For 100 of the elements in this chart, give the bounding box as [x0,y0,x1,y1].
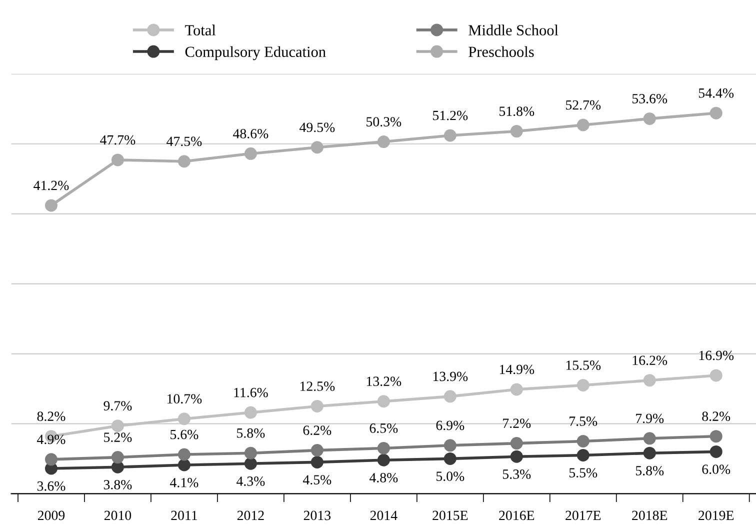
point [111,451,124,464]
data-label: 13.9% [433,372,468,382]
point [576,378,590,392]
point [510,383,523,396]
data-label: 6.5% [370,424,398,433]
data-label: 15.5% [566,360,601,370]
data-label: 50.3% [366,117,402,127]
point [310,456,324,468]
point [377,136,390,148]
legend-label: Compulsory Education [185,46,326,60]
data-label: 49.5% [300,122,335,132]
data-label: 5.3% [502,470,531,479]
point [576,118,590,132]
x-tick-label: 2010 [104,510,132,520]
point [178,448,190,461]
data-label: 4.5% [302,475,332,485]
x-tick-label: 2009 [38,510,65,520]
data-label: 53.6% [632,94,668,104]
legend-label: Preschools [468,46,534,58]
data-label: 47.7% [100,135,136,145]
point [111,154,124,166]
point [310,141,324,154]
point [444,439,456,452]
point [377,395,390,408]
data-label: 51.8% [500,106,534,116]
data-label: 16.9% [699,350,734,360]
data-label: 16.2% [632,356,668,366]
data-label: 5.8% [237,428,265,438]
point [244,406,257,419]
point [111,420,124,432]
data-label: 7.9% [636,414,664,424]
data-label: 54.4% [698,88,734,98]
x-tick-label: 2018E [632,510,668,520]
point [576,434,590,448]
data-label: 5.5% [569,468,598,478]
point [244,446,257,460]
x-tick-label: 2014 [370,510,398,520]
point [510,450,523,463]
point [444,390,456,403]
point [643,446,656,460]
point [710,445,722,458]
point [710,430,722,443]
data-label: 12.5% [300,382,335,391]
point [377,442,390,454]
data-label: 8.2% [702,412,730,422]
data-label: 52.7% [566,100,601,110]
point [244,457,257,470]
data-label: 9.7% [104,401,132,411]
point [444,452,456,465]
data-label: 5.0% [436,472,464,482]
data-label: 5.6% [170,430,198,440]
data-label: 10.7% [167,394,202,404]
data-label: 11.6% [234,388,268,398]
data-label: 41.2% [34,180,69,190]
x-tick-label: 2017E [566,510,601,520]
x-tick-label: 2016E [499,510,534,520]
point [710,106,722,120]
data-label: 8.2% [37,412,66,422]
data-label: 4.9% [37,434,66,444]
point [244,147,257,160]
point [44,453,58,466]
data-label: 3.6% [37,481,66,491]
point [710,369,722,382]
point [310,400,324,412]
point [377,454,390,466]
x-tick-label: 2011 [171,510,198,520]
data-label: 5.2% [104,432,132,442]
data-label: 7.2% [503,418,531,428]
point [643,112,656,125]
point [44,199,58,212]
x-tick-label: 2019E [698,510,734,520]
x-tick-label: 2012 [237,510,264,520]
data-label: 51.2% [433,110,468,120]
legend-label: Total [185,24,216,36]
data-label: 6.9% [436,420,464,430]
data-label: 5.8% [636,466,664,476]
point [510,437,523,450]
point [310,444,324,457]
data-label: 3.8% [104,480,132,490]
point [643,432,656,445]
data-label: 47.5% [166,136,202,146]
point [643,374,656,387]
data-label: 14.9% [500,364,534,374]
x-tick-label: 2015E [432,510,468,520]
data-label: 13.2% [366,376,402,386]
x-tick-label: 2013 [304,510,331,520]
data-label: 7.5% [570,416,598,426]
point [510,125,523,138]
point [576,448,590,462]
point [111,460,124,474]
data-label: 6.2% [303,426,332,436]
data-label: 6.0% [702,464,730,474]
data-label: 4.8% [369,473,398,482]
data-label: 48.6% [233,128,268,138]
point [178,458,190,472]
point [178,155,190,168]
point [178,412,190,426]
legend-label: Middle School [468,24,558,36]
data-label: 4.1% [170,478,198,488]
data-label: 4.3% [236,476,265,486]
